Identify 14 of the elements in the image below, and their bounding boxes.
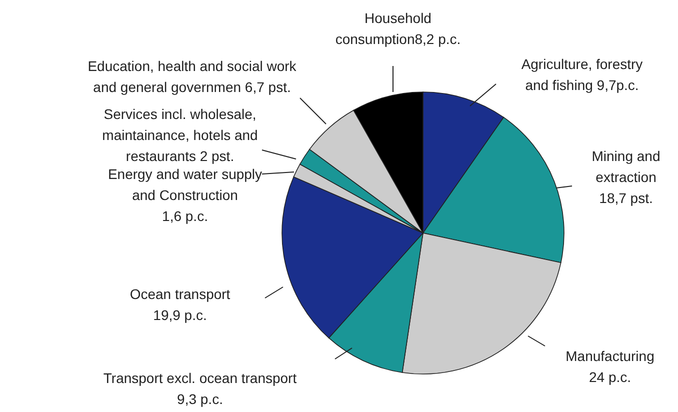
slice-label: Mining and extraction — [592, 148, 660, 185]
data-label: 24 p.c. — [588, 369, 632, 385]
slice-label: Transport excl. ocean transport — [103, 370, 297, 386]
slice-label: Household consumption8,2 p.c. — [335, 10, 461, 47]
data-label: 18,7 pst. — [599, 190, 653, 206]
slice-label: Energy and water supply and Construction — [108, 166, 262, 203]
slice-label: Services incl. wholesale, maintainance, hotels and restaurants 2 pst. — [102, 106, 258, 164]
data-label: 9,3 p.c. — [177, 391, 223, 407]
slice-label: Ocean transport — [130, 286, 230, 302]
slice-label: Manufacturing — [566, 348, 654, 364]
data-label: 1,6 p.c. — [162, 208, 208, 224]
slice-label: Education, health and social work and general governmen 6,7 pst. — [88, 58, 298, 95]
data-label: 19,9 p.c. — [153, 307, 207, 323]
slice-label: Agriculture, forestry and fishing 9,7p.c. — [521, 56, 643, 93]
